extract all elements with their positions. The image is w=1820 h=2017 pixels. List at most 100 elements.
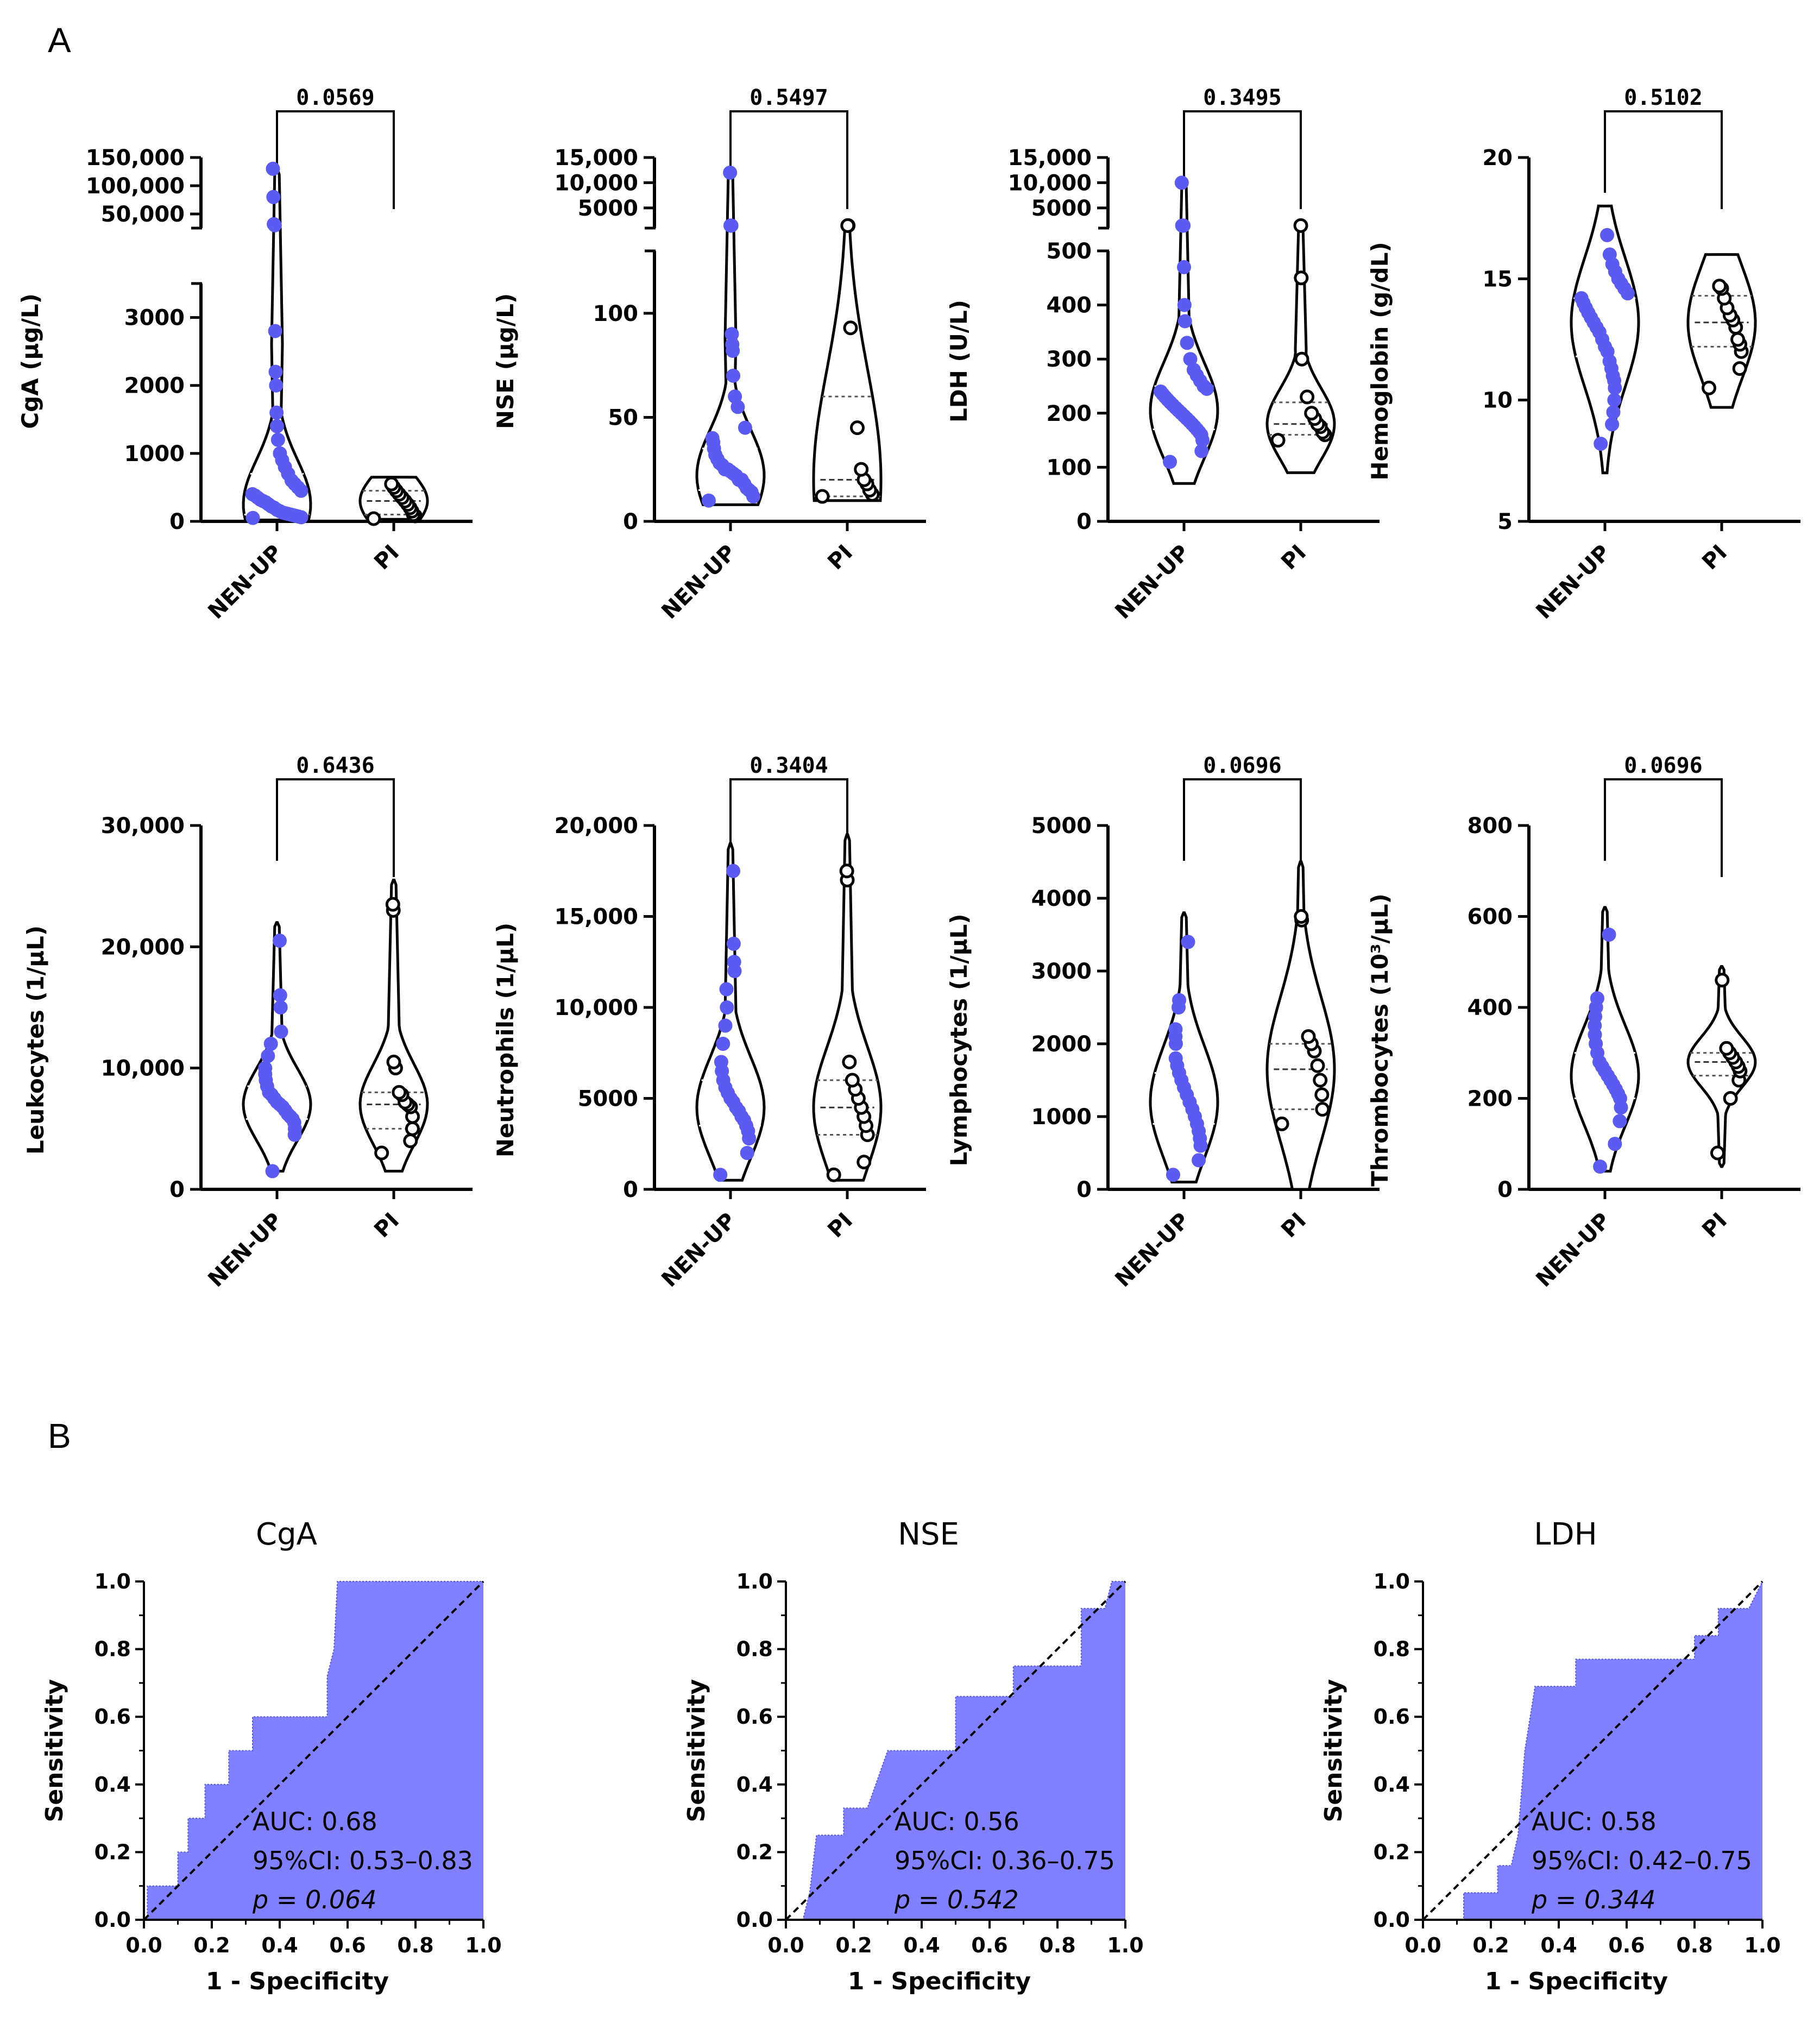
data-point (1313, 1073, 1328, 1088)
data-point (857, 1155, 872, 1170)
data-point (263, 1037, 278, 1051)
roc-panel-roc-cga: CgA 0.00.0 0.2 0.2 0.4 0.4 0.6 0.6 0.8 0.8 1.0 1.0 1… (41, 1517, 502, 1995)
significance-bracket (1604, 778, 1723, 877)
y-tick-label: 0 (623, 1177, 638, 1202)
data-point (720, 1000, 734, 1014)
series-nen-up (695, 842, 766, 1182)
data-point (1183, 352, 1198, 367)
x-tick-label: NEN-UP (203, 1208, 287, 1293)
p-value-label: 0.0696 (1203, 753, 1282, 778)
data-point (726, 936, 741, 951)
y-tick-label: 0.2 (1374, 1840, 1410, 1864)
data-point (1177, 260, 1191, 274)
y-tick-label: 100,000 (86, 174, 185, 199)
data-point (1594, 437, 1608, 451)
y-tick-label: 15,000 (555, 905, 638, 930)
series-pi (1686, 965, 1757, 1168)
x-tick-label: PI (1697, 1208, 1732, 1243)
data-point (1608, 1137, 1622, 1151)
y-tick-label: 1000 (1031, 1105, 1092, 1130)
y-tick-label: 3000 (1031, 959, 1092, 984)
y-tick-label: 5000 (1031, 196, 1092, 221)
x-axis-label: 1 - Specificity (206, 1968, 389, 1995)
data-point (273, 446, 287, 461)
data-point (1270, 433, 1286, 448)
p-value-label: 0.3495 (1203, 85, 1282, 110)
data-point (265, 1164, 280, 1178)
x-tick-label: 1.0 (465, 1933, 501, 1957)
y-axis-label: Sensitivity (1320, 1679, 1347, 1823)
x-tick-label: 0.2 (193, 1933, 230, 1957)
roc-curve (1423, 1581, 1763, 1920)
series-nen-up (1149, 911, 1219, 1184)
y-tick-label: 5000 (1031, 814, 1092, 839)
series-pi (1686, 253, 1757, 409)
y-tick-label: 4000 (1031, 886, 1092, 911)
data-point (274, 1024, 288, 1039)
data-point (726, 368, 740, 383)
roc-annotation-ci: 95%CI: 0.53–0.83 (253, 1846, 473, 1875)
y-tick-label: 0.0 (736, 1908, 773, 1932)
roc-annotation-auc: AUC: 0.58 (1532, 1807, 1657, 1836)
y-axis-label: Sensitivity (41, 1679, 68, 1823)
x-tick-label: PI (823, 1208, 858, 1243)
violin-panel-thrombo: 0 200 400 600 800 NEN-UP PI Thrombocytes (10³/µ… (1366, 753, 1800, 1292)
series-nen-up (1570, 204, 1640, 475)
roc-panels: CgA0.00.00.20.20.40.40.60.60.80.81.01.01… (41, 1517, 1781, 1995)
data-point (269, 378, 284, 393)
data-point (1715, 973, 1730, 988)
data-point (716, 1037, 730, 1051)
y-tick-label: 600 (1468, 905, 1513, 930)
x-tick-label: 0.6 (329, 1933, 366, 1957)
series-nen-up (695, 165, 766, 508)
x-tick-label: 0.2 (1472, 1933, 1509, 1957)
y-tick-label: 50 (608, 405, 638, 430)
violin-panel-leuko: 0 10,000 20,000 30,000 NEN-UP PI Leukocytes (1… (22, 753, 473, 1292)
y-tick-label: 1.0 (95, 1570, 131, 1593)
roc-title: NSE (898, 1517, 959, 1552)
x-tick-label: PI (1276, 1208, 1311, 1243)
data-point (728, 389, 742, 404)
y-tick-label: 0 (1076, 1177, 1092, 1202)
data-point (1730, 332, 1746, 347)
data-point (267, 217, 281, 231)
data-point (1174, 175, 1189, 190)
x-tick-label: PI (1697, 540, 1732, 575)
y-tick-label: 15,000 (1008, 146, 1092, 171)
data-point (1600, 228, 1615, 242)
data-point (1172, 993, 1187, 1007)
data-point (1602, 928, 1616, 942)
panel-label-a: A (48, 21, 71, 60)
x-tick-label: NEN-UP (1110, 1208, 1194, 1293)
data-point (1293, 218, 1308, 233)
significance-bracket (1183, 778, 1302, 877)
data-point (740, 1146, 754, 1160)
data-point (714, 1055, 728, 1069)
series-pi (812, 218, 883, 504)
series-pi (1265, 860, 1336, 1191)
data-point (1180, 336, 1194, 350)
series-pi (358, 879, 429, 1173)
data-point (723, 218, 738, 233)
series-nen-up (1570, 906, 1640, 1174)
roc-panel-roc-nse: NSE 0.00.0 0.2 0.2 0.4 0.4 0.6 0.6 0.8 0.8 1.0 1.0 1… (683, 1517, 1144, 1995)
y-tick-label: 200 (1047, 401, 1092, 426)
p-value-label: 0.0569 (296, 85, 375, 110)
data-point (1181, 935, 1195, 949)
y-tick-label: 0.2 (95, 1840, 131, 1864)
y-tick-label: 0.6 (95, 1705, 131, 1729)
data-point (1154, 384, 1168, 399)
panel-label-b: B (48, 1416, 71, 1455)
y-tick-label: 200 (1468, 1087, 1513, 1112)
y-tick-label: 0 (1076, 509, 1092, 534)
data-point (392, 1085, 407, 1100)
y-axis-label: NSE (µg/L) (492, 293, 519, 429)
data-point (845, 1073, 860, 1088)
x-tick-label: 0.0 (1405, 1933, 1441, 1957)
y-tick-label: 1.0 (736, 1570, 773, 1593)
violin-panel-neutro: 0 5000 10,000 15,000 20,000 NEN-UP PI Neutrophi… (492, 753, 926, 1292)
data-point (718, 1018, 733, 1033)
x-axis-label: 1 - Specificity (848, 1968, 1031, 1995)
data-point (266, 190, 281, 204)
